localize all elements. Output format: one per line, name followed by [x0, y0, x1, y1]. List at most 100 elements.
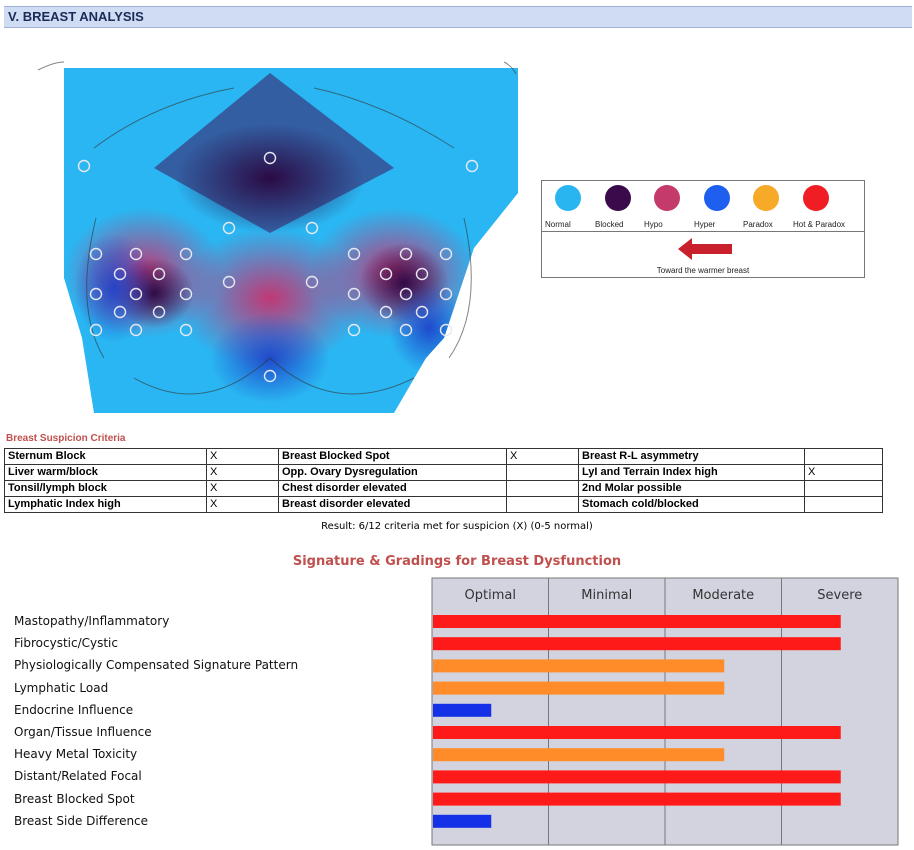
grade-bar — [433, 637, 841, 651]
measurement-point — [439, 247, 453, 261]
section-header: V. BREAST ANALYSIS — [4, 6, 912, 28]
measurement-point — [152, 267, 166, 281]
grade-bar — [433, 659, 725, 673]
measurement-point — [399, 287, 413, 301]
criterion-label: Liver warm/block — [4, 464, 207, 481]
grade-bar — [433, 770, 841, 784]
measurement-point — [347, 287, 361, 301]
measurement-point — [152, 305, 166, 319]
criterion-mark — [804, 480, 883, 497]
grade-bar — [433, 748, 725, 762]
gradings-chart: Optimal Minimal Moderate Severe — [431, 577, 899, 846]
legend-swatch — [654, 185, 680, 211]
criterion-mark — [804, 448, 883, 465]
measurement-point — [129, 287, 143, 301]
criterion-label: Breast Blocked Spot — [278, 448, 507, 465]
category-label: Fibrocystic/Cystic — [14, 636, 118, 651]
measurement-point — [263, 369, 277, 383]
criterion-mark — [804, 496, 883, 513]
criterion-label: Tonsil/lymph block — [4, 480, 207, 497]
measurement-point — [179, 247, 193, 261]
measurement-point — [129, 247, 143, 261]
measurement-point — [379, 267, 393, 281]
measurement-point — [113, 305, 127, 319]
criterion-label: Sternum Block — [4, 448, 207, 465]
grade-bar — [433, 814, 492, 828]
measurement-point — [222, 221, 236, 235]
measurement-point — [77, 159, 91, 173]
category-label: Heavy Metal Toxicity — [14, 747, 138, 762]
measurement-point — [263, 151, 277, 165]
section-title: V. BREAST ANALYSIS — [8, 9, 144, 24]
category-label: Endocrine Influence — [14, 702, 134, 717]
criterion-label: LyI and Terrain Index high — [578, 464, 805, 481]
legend-label: Hyper — [694, 220, 716, 229]
legend-swatch — [753, 185, 779, 211]
grade-bar — [433, 681, 725, 695]
criteria-result: Result: 6/12 criteria met for suspicion … — [321, 521, 593, 532]
criteria-row: Tonsil/lymph block X Chest disorder elevat… — [4, 480, 883, 497]
measurement-point — [129, 323, 143, 337]
category-label: Physiologically Compensated Signature Pa… — [14, 658, 299, 673]
measurement-point — [222, 275, 236, 289]
legend-label: Hypo — [644, 220, 663, 229]
criterion-label: Chest disorder elevated — [278, 480, 507, 497]
criterion-label: 2nd Molar possible — [578, 480, 805, 497]
criterion-label: Lymphatic Index high — [4, 496, 207, 513]
legend-swatch — [704, 185, 730, 211]
grade-bar — [433, 792, 841, 806]
category-label: Breast Blocked Spot — [14, 791, 135, 806]
category-label: Lymphatic Load — [14, 680, 109, 695]
criterion-label: Breast R-L asymmetry — [578, 448, 805, 465]
arrow-label: Toward the warmer breast — [656, 266, 750, 275]
criterion-mark — [506, 496, 579, 513]
grade-bar — [433, 615, 841, 628]
legend-label: Paradox — [743, 220, 773, 229]
criteria-title: Breast Suspicion Criteria — [6, 433, 126, 444]
measurement-point — [347, 247, 361, 261]
measurement-point — [399, 323, 413, 337]
criteria-row: Sternum Block X Breast Blocked Spot X Breast… — [4, 448, 883, 465]
criterion-label: Stomach cold/blocked — [578, 496, 805, 513]
category-label: Distant/Related Focal — [14, 769, 142, 784]
criterion-mark — [506, 464, 579, 481]
breast-thermal-map — [37, 61, 518, 413]
measurement-point — [179, 323, 193, 337]
criterion-mark: X — [206, 464, 279, 481]
criterion-mark: X — [206, 480, 279, 497]
criterion-mark: X — [206, 448, 279, 465]
grade-column-label: Severe — [817, 588, 862, 603]
legend-label: Hot & Paradox — [793, 220, 846, 229]
measurement-point — [465, 159, 479, 173]
criterion-mark: X — [506, 448, 579, 465]
grade-column-label: Minimal — [581, 588, 632, 603]
category-label: Mastopathy/Inflammatory — [14, 614, 170, 628]
grade-column-label: Moderate — [692, 588, 754, 603]
grade-bar — [433, 726, 841, 739]
grade-bar — [433, 703, 492, 717]
criterion-mark: X — [804, 464, 883, 481]
legend-swatch — [555, 185, 581, 211]
legend-swatch — [803, 185, 829, 211]
criteria-row: Lymphatic Index high X Breast disorder ele… — [4, 496, 883, 513]
measurement-point — [379, 305, 393, 319]
criterion-mark — [506, 480, 579, 497]
measurement-point — [415, 305, 429, 319]
measurement-point — [439, 323, 453, 337]
legend-divider — [542, 231, 864, 232]
chart-title: Signature & Gradings for Breast Dysfunct… — [292, 554, 622, 569]
category-label: Organ/Tissue Influence — [14, 725, 152, 739]
criterion-label: Breast disorder elevated — [278, 496, 507, 513]
category-label: Breast Side Difference — [14, 813, 149, 828]
measurement-point — [305, 275, 319, 289]
legend-label: Blocked — [595, 220, 624, 229]
criteria-table: Sternum Block X Breast Blocked Spot X Breast… — [4, 448, 883, 513]
measurement-point — [89, 323, 103, 337]
measurement-point — [179, 287, 193, 301]
measurement-point — [415, 267, 429, 281]
legend-swatch — [605, 185, 631, 211]
measurement-point — [347, 323, 361, 337]
criterion-mark: X — [206, 496, 279, 513]
arrow-left-icon — [678, 238, 732, 260]
legend-label: Normal — [545, 220, 571, 229]
